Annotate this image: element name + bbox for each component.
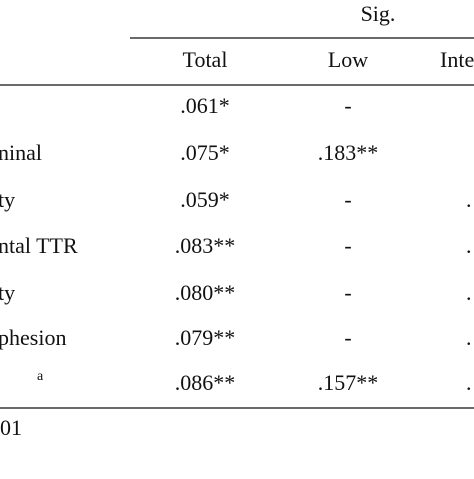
row-note: a [37, 369, 44, 384]
row-label: ty [0, 187, 15, 212]
row-label: ty [0, 280, 15, 305]
footnote: 01 [0, 415, 22, 440]
cell-total: .075* [180, 140, 230, 165]
cell-low: .157** [318, 370, 379, 395]
cell-inter: . [466, 370, 472, 395]
group-header: Sig. [361, 1, 396, 26]
cell-inter: . [466, 187, 472, 212]
cell-total: .059* [180, 187, 230, 212]
row-label: ninal [0, 140, 42, 165]
cell-total: .061* [180, 93, 230, 118]
cell-low: - [344, 325, 351, 350]
cell-low: - [344, 93, 351, 118]
column-header: Inte [440, 47, 474, 72]
row-label: ntal TTR [0, 233, 78, 258]
cell-total: .083** [175, 233, 236, 258]
cell-inter: . [466, 233, 472, 258]
cell-low: - [344, 233, 351, 258]
cell-total: .079** [175, 325, 236, 350]
cell-total: .086** [175, 370, 236, 395]
cell-inter: . [466, 280, 472, 305]
cell-low: - [344, 187, 351, 212]
cell-low: - [344, 280, 351, 305]
column-header: Total [183, 47, 228, 72]
cell-low: .183** [318, 140, 379, 165]
cell-total: .080** [175, 280, 236, 305]
cell-inter: . [466, 325, 472, 350]
row-label: phesion [0, 325, 66, 350]
column-header: Low [328, 47, 368, 72]
